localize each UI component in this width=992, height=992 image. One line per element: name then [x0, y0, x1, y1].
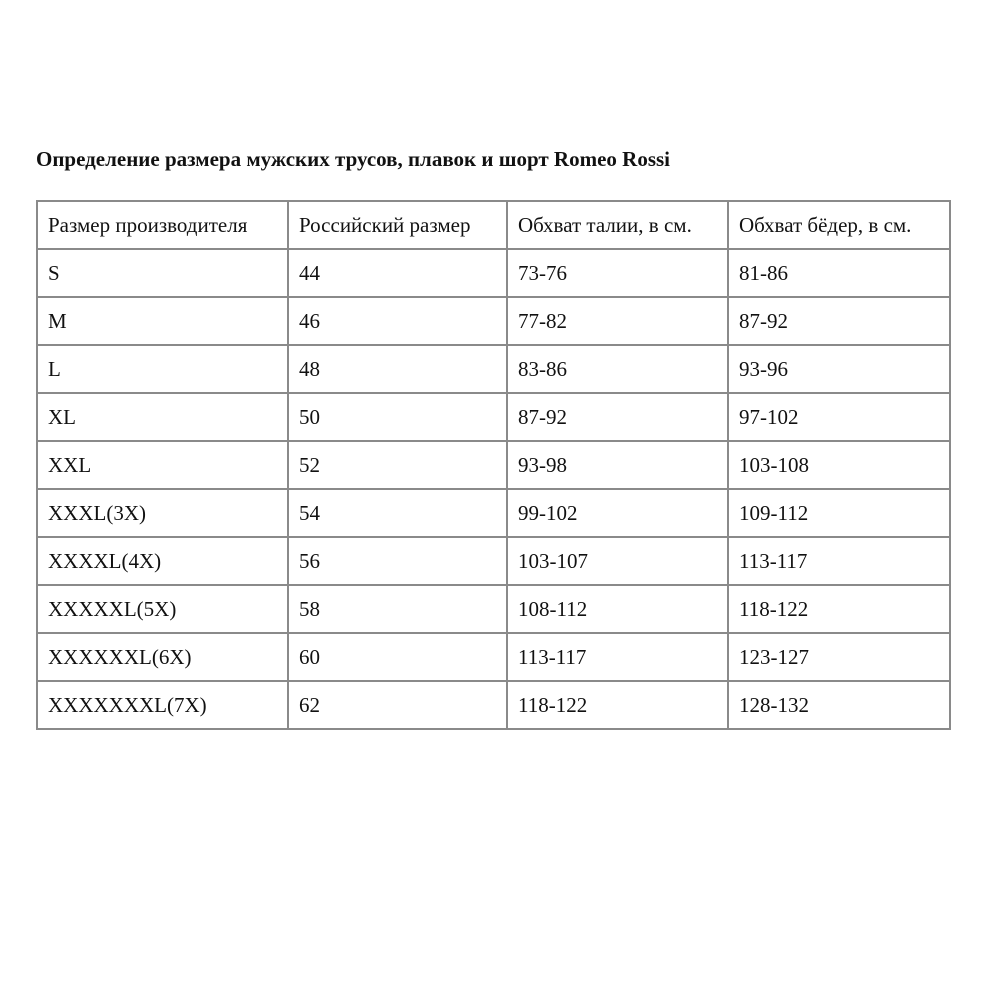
table-cell: M: [36, 296, 289, 346]
table-cell: 48: [287, 344, 508, 394]
table-row: S 44 73-76 81-86: [36, 248, 951, 298]
page-title: Определение размера мужских трусов, плав…: [36, 147, 671, 171]
table-cell: 113-117: [727, 536, 951, 586]
table-row: XXXXL(4X) 56 103-107 113-117: [36, 536, 951, 586]
table-cell: XXXL(3X): [36, 488, 289, 538]
table-cell: 109-112: [727, 488, 951, 538]
header-cell: Размер производителя: [36, 200, 289, 250]
table-cell: 93-98: [506, 440, 729, 490]
table-row: XXXXXXXL(7X) 62 118-122 128-132: [36, 680, 951, 730]
table-cell: XXXXXL(5X): [36, 584, 289, 634]
table-cell: 60: [287, 632, 508, 682]
table-cell: 113-117: [506, 632, 729, 682]
table-cell: 103-107: [506, 536, 729, 586]
table-cell: 50: [287, 392, 508, 442]
table-cell: 81-86: [727, 248, 951, 298]
table-cell: 97-102: [727, 392, 951, 442]
table-row: XL 50 87-92 97-102: [36, 392, 951, 442]
table-row: M 46 77-82 87-92: [36, 296, 951, 346]
table-cell: 73-76: [506, 248, 729, 298]
table-cell: 52: [287, 440, 508, 490]
size-table: Размер производителя Российский размер О…: [36, 200, 951, 730]
table-cell: 87-92: [727, 296, 951, 346]
table-cell: 83-86: [506, 344, 729, 394]
table-cell: 118-122: [727, 584, 951, 634]
table-cell: 118-122: [506, 680, 729, 730]
table-cell: XL: [36, 392, 289, 442]
header-cell: Обхват бёдер, в см.: [727, 200, 951, 250]
table-cell: L: [36, 344, 289, 394]
table-cell: XXL: [36, 440, 289, 490]
table-cell: 46: [287, 296, 508, 346]
table-cell: 93-96: [727, 344, 951, 394]
table-cell: 128-132: [727, 680, 951, 730]
header-cell: Обхват талии, в см.: [506, 200, 729, 250]
table-cell: 54: [287, 488, 508, 538]
table-cell: XXXXXXXL(7X): [36, 680, 289, 730]
table-cell: 77-82: [506, 296, 729, 346]
table-cell: 108-112: [506, 584, 729, 634]
table-cell: S: [36, 248, 289, 298]
table-row: XXXXXXL(6X) 60 113-117 123-127: [36, 632, 951, 682]
table-row: XXL 52 93-98 103-108: [36, 440, 951, 490]
table-cell: 44: [287, 248, 508, 298]
table-row: XXXXXL(5X) 58 108-112 118-122: [36, 584, 951, 634]
table-cell: 123-127: [727, 632, 951, 682]
table-cell: XXXXL(4X): [36, 536, 289, 586]
table-row: L 48 83-86 93-96: [36, 344, 951, 394]
table-cell: 56: [287, 536, 508, 586]
table-cell: 58: [287, 584, 508, 634]
table-cell: 62: [287, 680, 508, 730]
table-row: XXXL(3X) 54 99-102 109-112: [36, 488, 951, 538]
table-cell: XXXXXXL(6X): [36, 632, 289, 682]
table-cell: 103-108: [727, 440, 951, 490]
table-cell: 99-102: [506, 488, 729, 538]
header-cell: Российский размер: [287, 200, 508, 250]
table-cell: 87-92: [506, 392, 729, 442]
table-header-row: Размер производителя Российский размер О…: [36, 200, 951, 250]
